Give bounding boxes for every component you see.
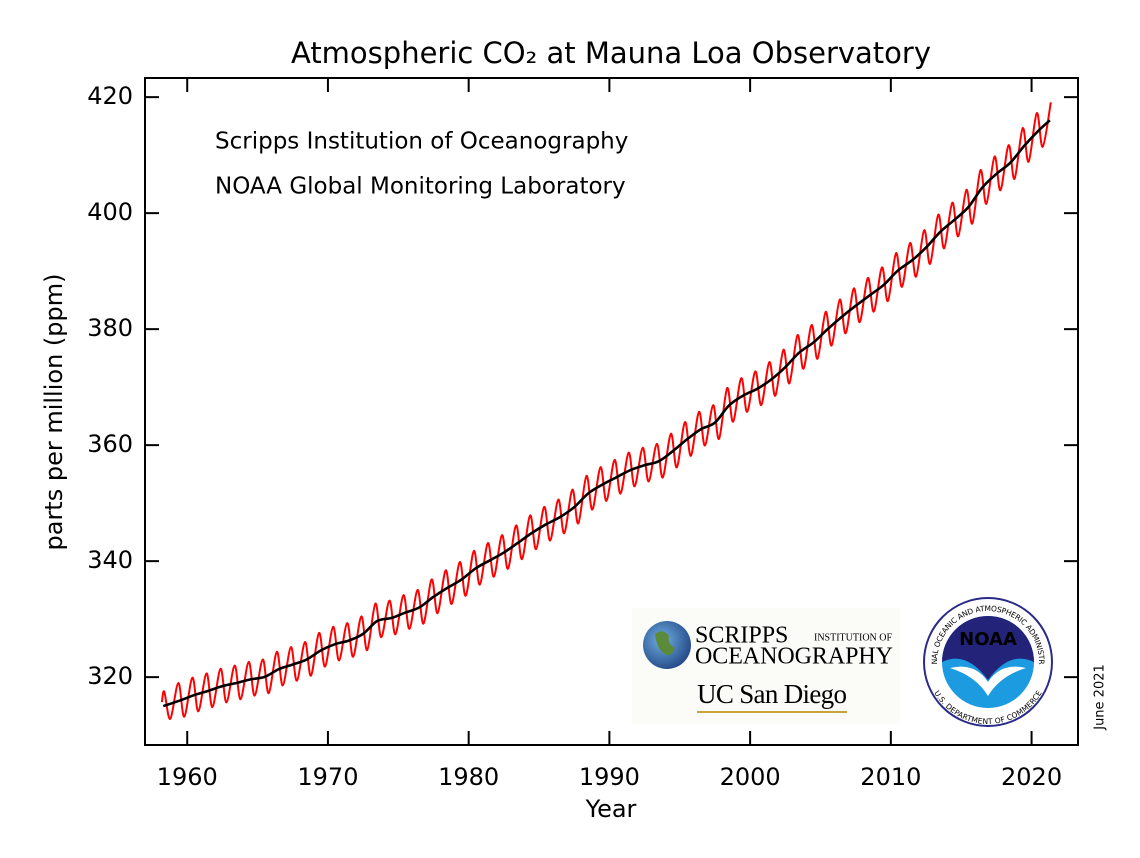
y-tick-label: 360 <box>87 430 133 458</box>
y-tick-label: 380 <box>87 314 133 342</box>
x-tick-label: 2010 <box>860 763 921 791</box>
logo-text: INSTITUTION OF <box>814 632 892 643</box>
y-tick-label: 320 <box>87 662 133 690</box>
annotation: Scripps Institution of Oceanography <box>215 129 628 155</box>
logo-text: UC San Diego <box>697 679 847 709</box>
logo-text: SCRIPPS <box>695 623 788 649</box>
x-tick-label: 2000 <box>720 763 781 791</box>
scripps-logo: SCRIPPS INSTITUTION OF OCEANOGRAPHY UC S… <box>632 608 900 724</box>
plot-frame <box>144 77 1079 746</box>
logo-text: OCEANOGRAPHY <box>695 644 893 670</box>
noaa-ring-text: NATIONAL OCEANIC AND ATMOSPHERIC ADMINIS… <box>0 0 1046 664</box>
noaa-bird <box>950 666 1026 696</box>
x-tick-label: 1990 <box>579 763 640 791</box>
x-tick-label: 1960 <box>157 763 218 791</box>
annotation: NOAA Global Monitoring Laboratory <box>215 174 626 200</box>
x-tick-label: 1970 <box>297 763 358 791</box>
noaa-ring-text: NATIONAL OCEANIC AND ATMOSPHERIC ADMINIS… <box>0 0 1046 664</box>
y-tick-label: 340 <box>87 546 133 574</box>
y-tick-label: 420 <box>87 82 133 110</box>
globe-land <box>655 631 675 656</box>
x-axis-title: Year <box>585 795 637 823</box>
x-tick-label: 1980 <box>438 763 499 791</box>
noaa-text: NOAA <box>959 629 1017 650</box>
noaa-top <box>942 616 1034 680</box>
x-tick-label: 2020 <box>1001 763 1062 791</box>
chart-title: Atmospheric CO₂ at Mauna Loa Observatory <box>291 36 931 70</box>
y-axis-title: parts per million (ppm) <box>40 274 68 551</box>
date-note: June 2021 <box>1093 664 1108 731</box>
y-tick-label: 400 <box>87 198 133 226</box>
co2-line <box>162 119 1051 708</box>
